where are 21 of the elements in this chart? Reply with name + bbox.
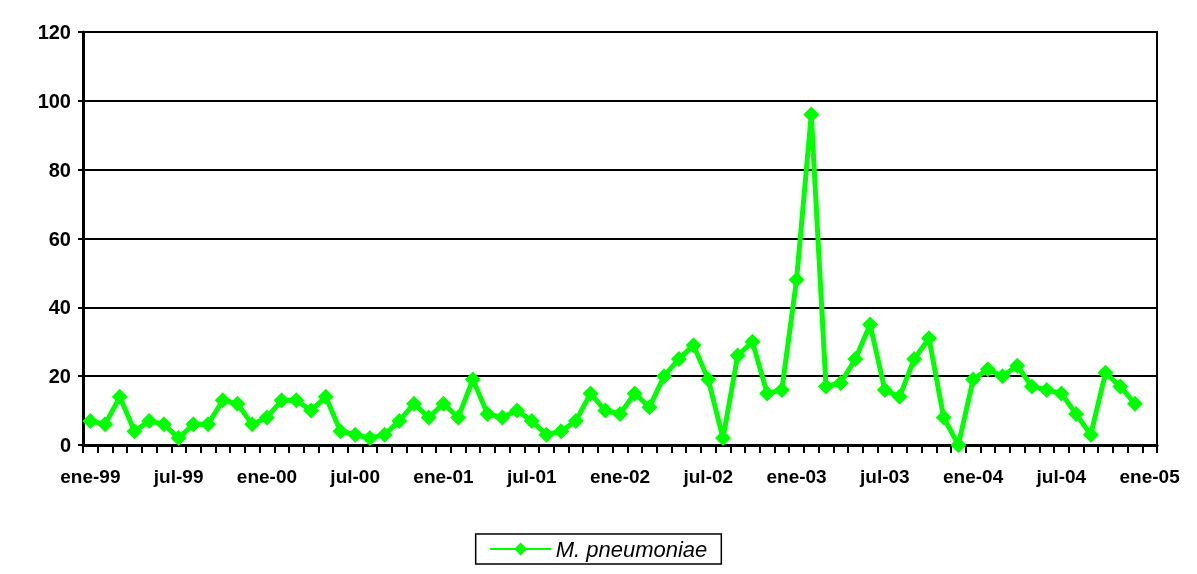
x-tick-label: ene-04: [942, 466, 1004, 487]
legend-label: M. pneumoniae: [555, 536, 708, 562]
x-tick-label: jul-03: [859, 466, 910, 487]
y-tick-label: 120: [37, 21, 71, 43]
y-tick-label: 80: [48, 158, 71, 181]
x-tick-label: ene-02: [589, 466, 651, 487]
x-tick-label: ene-99: [60, 466, 121, 487]
x-tick-label: jul-02: [682, 466, 734, 487]
x-tick-label: jul-00: [329, 466, 380, 487]
y-tick-label: 20: [48, 365, 71, 388]
x-tick-label: ene-01: [413, 466, 474, 487]
x-tick-label: ene-05: [1119, 466, 1181, 487]
x-tick-label: ene-03: [766, 466, 827, 487]
y-tick-label: 60: [48, 227, 71, 250]
x-tick-label: ene-00: [236, 466, 298, 487]
x-tick-label: jul-99: [152, 466, 204, 487]
y-tick-label: 0: [59, 434, 71, 456]
x-tick-label: jul-04: [1035, 466, 1087, 487]
y-tick-label: 40: [48, 296, 71, 319]
x-tick-label: jul-01: [505, 466, 557, 487]
y-tick-label: 100: [37, 89, 71, 112]
